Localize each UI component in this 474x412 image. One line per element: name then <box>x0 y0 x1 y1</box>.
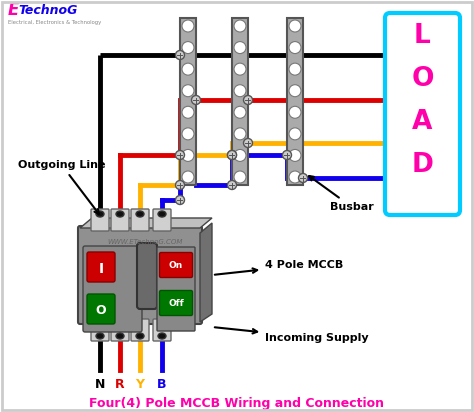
FancyBboxPatch shape <box>385 13 460 215</box>
FancyBboxPatch shape <box>157 247 195 331</box>
Text: Off: Off <box>168 300 184 309</box>
Circle shape <box>175 150 184 159</box>
Circle shape <box>289 171 301 183</box>
Circle shape <box>228 150 237 159</box>
Circle shape <box>175 180 184 190</box>
Circle shape <box>191 96 201 105</box>
FancyBboxPatch shape <box>137 243 157 309</box>
Ellipse shape <box>96 211 104 217</box>
FancyBboxPatch shape <box>159 253 192 278</box>
Text: O: O <box>96 304 106 318</box>
Text: E: E <box>8 1 19 19</box>
Ellipse shape <box>136 333 144 339</box>
Text: R: R <box>115 379 125 391</box>
Circle shape <box>228 180 237 190</box>
FancyBboxPatch shape <box>78 226 202 324</box>
Text: L: L <box>414 23 431 49</box>
Ellipse shape <box>158 333 166 339</box>
Text: I: I <box>99 262 103 276</box>
Circle shape <box>234 63 246 75</box>
Text: Incoming Supply: Incoming Supply <box>215 327 369 343</box>
Text: Outgoing Line: Outgoing Line <box>18 160 106 214</box>
Circle shape <box>182 128 194 140</box>
Polygon shape <box>80 218 212 228</box>
Circle shape <box>182 106 194 118</box>
FancyBboxPatch shape <box>111 319 129 341</box>
Circle shape <box>289 150 301 162</box>
Text: N: N <box>95 379 105 391</box>
Circle shape <box>234 128 246 140</box>
Circle shape <box>289 63 301 75</box>
Bar <box>180 18 196 185</box>
Circle shape <box>234 42 246 54</box>
Bar <box>287 18 303 185</box>
Circle shape <box>175 51 184 59</box>
Circle shape <box>182 20 194 32</box>
Circle shape <box>299 173 308 183</box>
Circle shape <box>289 85 301 97</box>
Text: B: B <box>157 379 167 391</box>
FancyBboxPatch shape <box>87 252 115 282</box>
Circle shape <box>182 150 194 162</box>
Circle shape <box>289 106 301 118</box>
Ellipse shape <box>158 211 166 217</box>
Circle shape <box>289 42 301 54</box>
Text: TechnoG: TechnoG <box>18 3 77 16</box>
Circle shape <box>244 138 253 147</box>
Circle shape <box>283 150 292 159</box>
Text: Busbar: Busbar <box>309 176 374 212</box>
Polygon shape <box>200 223 212 322</box>
Text: A: A <box>412 109 433 135</box>
Circle shape <box>234 106 246 118</box>
Text: D: D <box>411 152 433 178</box>
Circle shape <box>182 85 194 97</box>
FancyBboxPatch shape <box>87 294 115 324</box>
Text: Electrical, Electronics & Technology: Electrical, Electronics & Technology <box>8 19 101 24</box>
Circle shape <box>228 150 237 159</box>
Circle shape <box>182 63 194 75</box>
FancyBboxPatch shape <box>91 319 109 341</box>
FancyBboxPatch shape <box>131 209 149 231</box>
Text: On: On <box>169 262 183 271</box>
Circle shape <box>234 85 246 97</box>
Circle shape <box>182 42 194 54</box>
Ellipse shape <box>116 333 124 339</box>
Text: WWW.ETechnoG.COM: WWW.ETechnoG.COM <box>107 239 182 245</box>
Text: Y: Y <box>136 379 145 391</box>
Circle shape <box>244 96 253 105</box>
Ellipse shape <box>96 333 104 339</box>
Ellipse shape <box>116 211 124 217</box>
FancyBboxPatch shape <box>91 209 109 231</box>
FancyBboxPatch shape <box>159 290 192 316</box>
Text: O: O <box>411 66 434 92</box>
Circle shape <box>234 171 246 183</box>
FancyBboxPatch shape <box>131 319 149 341</box>
FancyBboxPatch shape <box>111 209 129 231</box>
Circle shape <box>289 128 301 140</box>
Circle shape <box>234 20 246 32</box>
FancyBboxPatch shape <box>153 319 171 341</box>
FancyBboxPatch shape <box>83 246 142 332</box>
Circle shape <box>175 196 184 204</box>
Circle shape <box>289 20 301 32</box>
Circle shape <box>234 150 246 162</box>
Ellipse shape <box>136 211 144 217</box>
FancyBboxPatch shape <box>153 209 171 231</box>
Text: Four(4) Pole MCCB Wiring and Connection: Four(4) Pole MCCB Wiring and Connection <box>90 396 384 410</box>
Bar <box>232 18 248 185</box>
Circle shape <box>182 171 194 183</box>
Text: 4 Pole MCCB: 4 Pole MCCB <box>215 260 343 275</box>
